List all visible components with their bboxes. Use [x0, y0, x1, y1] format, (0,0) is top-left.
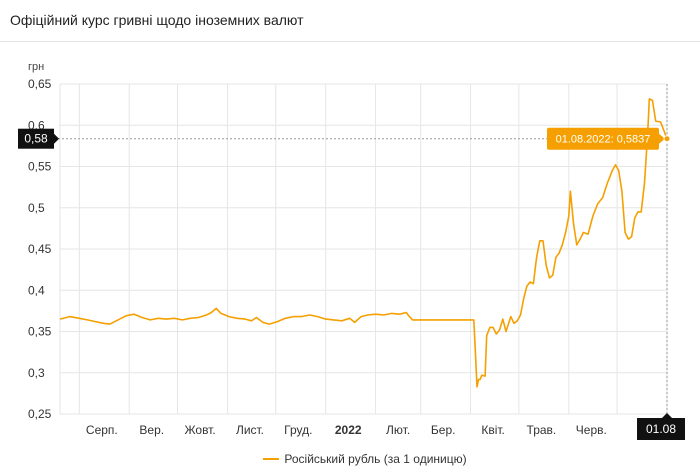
- y-axis-ticks: 0,250,30,350,40,450,50,550,60,65: [28, 77, 52, 421]
- x-tick-label: Бер.: [431, 423, 456, 437]
- x-tick-label: Лист.: [236, 423, 264, 437]
- legend-swatch: [263, 458, 280, 460]
- y-tick-label: 0,65: [28, 77, 52, 91]
- chart-legend[interactable]: Російський рубль (за 1 одиницю): [0, 451, 700, 467]
- y-crosshair-badge: [18, 128, 54, 149]
- tooltip-arrow: [659, 133, 665, 144]
- x-tick-label: Черв.: [576, 423, 607, 437]
- series-line[interactable]: [59, 98, 668, 388]
- series-marker[interactable]: [663, 135, 671, 143]
- x-tick-label: Трав.: [527, 423, 557, 437]
- x-crosshair-badge-label: 01.08: [646, 422, 676, 436]
- x-tick-label: Квіт.: [481, 423, 505, 437]
- legend-label: Російський рубль (за 1 одиницю): [284, 452, 467, 466]
- series-layer: [59, 98, 668, 388]
- tooltip-box: [547, 127, 659, 150]
- x-crosshair-badge-arrow: [662, 413, 672, 418]
- x-tick-label: Жовт.: [184, 423, 215, 437]
- y-crosshair-badge-label: 0,58: [24, 132, 48, 146]
- x-tick-label: Серп.: [86, 423, 118, 437]
- x-tick-label: Вер.: [139, 423, 164, 437]
- y-tick-label: 0,5: [28, 201, 45, 215]
- legend-item-rub[interactable]: Російський рубль (за 1 одиницю): [263, 452, 467, 466]
- y-tick-label: 0,45: [28, 242, 52, 256]
- x-tick-label: Лют.: [386, 423, 410, 437]
- y-tick-label: 0,55: [28, 160, 52, 174]
- tooltip-text: 01.08.2022: 0,5837: [556, 134, 651, 146]
- y-tick-label: 0,25: [28, 407, 52, 421]
- y-tick-label: 0,4: [28, 283, 45, 297]
- chart-header: Офіційний курс гривні щодо іноземних вал…: [0, 0, 700, 42]
- x-axis-ticks: Серп. Вер. Жовт. Лист. Груд. 2022 Лют. Бер. Квіт…: [86, 423, 607, 437]
- crosshair-overlay: 0,58 01.08 01.08.2022: 0,5837: [18, 84, 685, 440]
- x-tick-label: Груд.: [284, 423, 312, 437]
- x-tick-label: 2022: [335, 423, 362, 437]
- x-crosshair-badge: [637, 418, 685, 440]
- y-tick-label: 0,35: [28, 325, 52, 339]
- y-crosshair-badge-arrow: [54, 133, 59, 144]
- y-tick-label: 0,3: [28, 366, 45, 380]
- y-axis-unit-label: грн: [28, 61, 44, 73]
- chart-title: Офіційний курс гривні щодо іноземних вал…: [10, 12, 304, 28]
